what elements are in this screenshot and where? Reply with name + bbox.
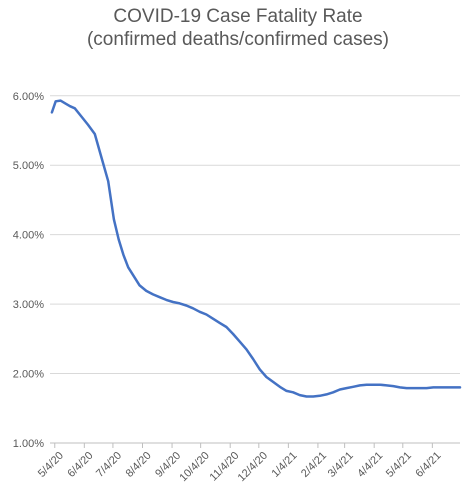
data-point [292,391,295,394]
data-point [432,386,435,389]
data-point [245,348,248,351]
data-point [117,238,120,241]
data-point [332,391,335,394]
data-point [73,107,76,110]
data-point [305,395,308,398]
data-point [64,102,67,105]
x-tick-label: 1/4/21 [269,450,299,480]
x-tick-label: 4/4/21 [355,450,385,480]
data-point [412,387,415,390]
data-point [285,390,288,392]
data-point [59,99,62,102]
data-point [205,313,208,316]
data-point [54,100,57,103]
data-point [278,385,281,388]
data-point [272,380,275,383]
data-point [51,111,53,114]
data-point [338,388,341,391]
y-tick-label: 4.00% [13,230,44,242]
data-point [419,387,421,390]
data-point [372,383,375,386]
y-tick-label: 2.00% [13,369,44,381]
data-point [232,333,234,335]
y-tick-labels: 1.00% 2.00% 3.00% 4.00% 5.00% 6.00% [13,91,44,450]
data-point [345,387,348,390]
gridlines [50,95,460,375]
data-point [218,321,221,324]
chart-title-line-2: (confirmed deaths/confirmed cases) [86,29,389,50]
data-point [445,386,448,389]
x-tick-label: 8/4/20 [124,450,154,480]
data-point [132,274,134,276]
data-point [87,124,90,126]
data-point [318,394,321,397]
data-point [399,386,401,389]
data-point [265,376,268,378]
data-point [112,218,115,221]
data-point [258,368,261,371]
data-point [238,340,241,343]
y-tick-label: 6.00% [13,91,44,103]
data-point [358,384,361,387]
data-point [452,386,455,389]
data-point [405,387,408,390]
data-point [192,307,194,310]
data-point [185,304,188,307]
x-tick-label: 10/4/20 [177,450,211,484]
series-layer [50,99,462,398]
axes [50,442,460,448]
data-point [172,301,174,303]
chart-title-line-1: COVID-19 Case Fatality Rate [113,6,363,27]
x-tick-label: 11/4/20 [208,450,242,484]
x-tick-label: 2/4/21 [299,450,329,480]
x-tick-label: 5/4/21 [384,450,414,480]
data-point [145,290,148,292]
data-point [158,296,161,299]
data-point [252,358,254,360]
data-point [122,253,125,256]
data-point [127,266,130,269]
data-point [298,394,301,396]
data-point [379,383,381,386]
data-point [392,385,395,387]
data-point [100,156,103,159]
data-point [212,317,214,320]
data-point [325,393,328,396]
x-tick-label: 12/4/20 [236,450,270,484]
data-point [93,133,96,135]
y-tick-label: 3.00% [13,299,44,311]
data-point [178,302,181,305]
data-point [352,385,355,388]
data-point [198,310,201,313]
y-tick-label: 1.00% [13,438,44,450]
x-tick-label: 3/4/21 [326,450,356,480]
x-tick-label: 6/4/20 [65,450,95,480]
data-point [385,384,388,387]
data-point [365,383,368,386]
x-tick-label: 6/4/21 [413,450,443,480]
data-point [107,180,110,183]
data-point [312,395,315,398]
data-point [225,326,228,328]
x-tick-label: 5/4/20 [36,450,66,480]
data-point [138,284,141,287]
series-line-0 [50,99,462,398]
y-tick-label: 5.00% [13,160,44,172]
data-point [165,299,168,301]
x-tick-labels: 5/4/20 6/4/207/4/20 8/4/20 9/4/2010/4/2011/… [36,450,444,484]
data-point [80,115,83,118]
data-point [425,387,428,390]
x-tick-label: 7/4/20 [94,450,124,480]
data-point [459,386,461,389]
data-point [439,386,441,389]
data-point [152,293,154,296]
data-point [69,105,71,108]
